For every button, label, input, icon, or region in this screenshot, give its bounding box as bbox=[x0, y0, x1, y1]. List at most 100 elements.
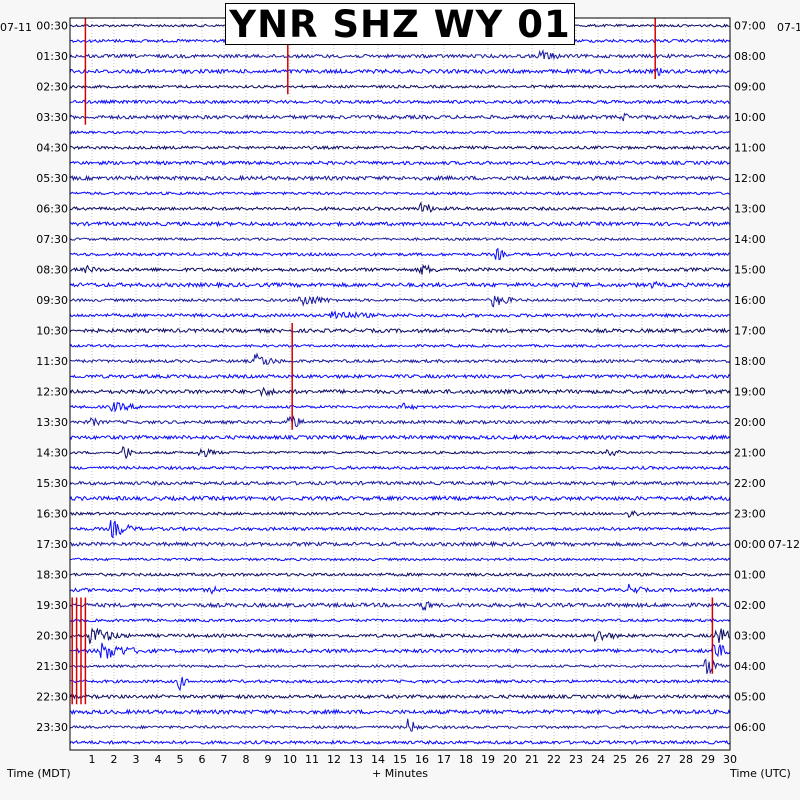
left-time-label: 05:30 bbox=[36, 172, 68, 185]
trace-row-42 bbox=[69, 658, 731, 675]
trace-row-13 bbox=[69, 220, 731, 228]
trace-row-29 bbox=[69, 465, 731, 471]
right-time-label: 18:00 bbox=[734, 355, 766, 368]
right-time-label: 11:00 bbox=[734, 142, 766, 155]
right-time-label: 06:00 bbox=[734, 721, 766, 734]
left-time-label: 04:30 bbox=[36, 142, 68, 155]
x-tick-27: 27 bbox=[657, 753, 671, 766]
x-tick-1: 1 bbox=[89, 753, 96, 766]
trace-row-41 bbox=[69, 642, 731, 659]
left-time-label: 07:30 bbox=[36, 233, 68, 246]
left-time-label: 11:30 bbox=[36, 355, 68, 368]
left-time-label: 17:30 bbox=[36, 538, 68, 551]
right-time-label: 17:00 bbox=[734, 325, 766, 338]
trace-row-44 bbox=[69, 693, 731, 700]
trace-row-35 bbox=[69, 557, 731, 562]
right-time-label: 22:00 bbox=[734, 477, 766, 490]
x-tick-18: 18 bbox=[459, 753, 473, 766]
trace-row-47 bbox=[69, 739, 731, 746]
trace-row-12 bbox=[69, 201, 731, 213]
trace-row-40 bbox=[69, 627, 731, 644]
trace-row-14 bbox=[69, 236, 731, 242]
xaxis-right-label: Time (UTC) bbox=[729, 767, 791, 780]
left-time-label: 06:30 bbox=[36, 203, 68, 216]
trace-row-46 bbox=[69, 718, 731, 732]
trace-row-3 bbox=[69, 67, 731, 76]
trace-row-39 bbox=[70, 617, 731, 623]
left-time-label: 13:30 bbox=[36, 416, 68, 429]
trace-row-43 bbox=[69, 676, 731, 692]
x-tick-16: 16 bbox=[415, 753, 429, 766]
x-tick-14: 14 bbox=[371, 753, 385, 766]
left-time-label: 00:30 bbox=[36, 20, 68, 33]
trace-row-37 bbox=[69, 583, 731, 595]
trace-row-9 bbox=[69, 159, 731, 166]
left-time-label: 18:30 bbox=[36, 569, 68, 582]
x-tick-30: 30 bbox=[723, 753, 737, 766]
right-time-label: 02:00 bbox=[734, 599, 766, 612]
left-time-label: 10:30 bbox=[36, 325, 68, 338]
right-time-label: 09:00 bbox=[734, 81, 766, 94]
x-tick-17: 17 bbox=[437, 753, 451, 766]
right-time-label: 07:00 bbox=[734, 20, 766, 33]
trace-row-5 bbox=[69, 99, 731, 105]
trace-row-10 bbox=[69, 174, 731, 182]
x-tick-26: 26 bbox=[635, 753, 649, 766]
left-time-label: 23:30 bbox=[36, 721, 68, 734]
right-date-label-mid: 07-12 bbox=[768, 538, 800, 551]
x-tick-10: 10 bbox=[283, 753, 297, 766]
right-time-label: 16:00 bbox=[734, 294, 766, 307]
right-time-label: 21:00 bbox=[734, 447, 766, 460]
right-time-label: 08:00 bbox=[734, 50, 766, 63]
x-tick-13: 13 bbox=[349, 753, 363, 766]
trace-row-7 bbox=[69, 130, 731, 135]
x-tick-19: 19 bbox=[481, 753, 495, 766]
right-time-label: 12:00 bbox=[734, 172, 766, 185]
left-time-label: 12:30 bbox=[36, 386, 68, 399]
title-box: YNR SHZ WY 01 bbox=[225, 3, 575, 46]
left-time-label: 02:30 bbox=[36, 81, 68, 94]
trace-row-6 bbox=[69, 112, 731, 122]
x-tick-20: 20 bbox=[503, 753, 517, 766]
right-time-label: 14:00 bbox=[734, 233, 766, 246]
trace-row-26 bbox=[69, 415, 731, 428]
trace-row-38 bbox=[69, 600, 731, 611]
right-time-label: 00:00 bbox=[734, 538, 766, 551]
trace-row-32 bbox=[69, 510, 731, 519]
right-time-label: 15:00 bbox=[734, 264, 766, 277]
xaxis-left-label: Time (MDT) bbox=[6, 767, 71, 780]
right-time-label: 05:00 bbox=[734, 691, 766, 704]
trace-row-28 bbox=[69, 446, 731, 460]
left-time-label: 15:30 bbox=[36, 477, 68, 490]
trace-row-24 bbox=[69, 386, 731, 398]
trace-row-19 bbox=[69, 310, 731, 320]
left-time-label: 22:30 bbox=[36, 691, 68, 704]
x-tick-12: 12 bbox=[327, 753, 341, 766]
trace-row-16 bbox=[69, 263, 731, 275]
x-tick-15: 15 bbox=[393, 753, 407, 766]
right-time-label: 20:00 bbox=[734, 416, 766, 429]
x-tick-3: 3 bbox=[133, 753, 140, 766]
trace-row-34 bbox=[69, 540, 731, 548]
right-time-label: 23:00 bbox=[734, 508, 766, 521]
trace-row-17 bbox=[69, 280, 731, 290]
trace-row-23 bbox=[69, 373, 731, 380]
x-tick-6: 6 bbox=[199, 753, 206, 766]
right-time-label: 13:00 bbox=[734, 203, 766, 216]
x-tick-8: 8 bbox=[243, 753, 250, 766]
x-tick-25: 25 bbox=[613, 753, 627, 766]
trace-row-21 bbox=[69, 343, 731, 349]
trace-row-27 bbox=[69, 434, 731, 441]
trace-row-15 bbox=[69, 247, 731, 260]
x-tick-7: 7 bbox=[221, 753, 228, 766]
left-time-label: 03:30 bbox=[36, 111, 68, 124]
right-time-label: 01:00 bbox=[734, 569, 766, 582]
right-time-label: 10:00 bbox=[734, 111, 766, 124]
x-tick-28: 28 bbox=[679, 753, 693, 766]
trace-row-31 bbox=[69, 495, 731, 502]
trace-row-2 bbox=[69, 49, 731, 61]
right-date-label-top: 07-1 bbox=[777, 21, 800, 34]
trace-row-45 bbox=[69, 708, 731, 716]
xaxis-center-label: + Minutes bbox=[372, 767, 428, 780]
